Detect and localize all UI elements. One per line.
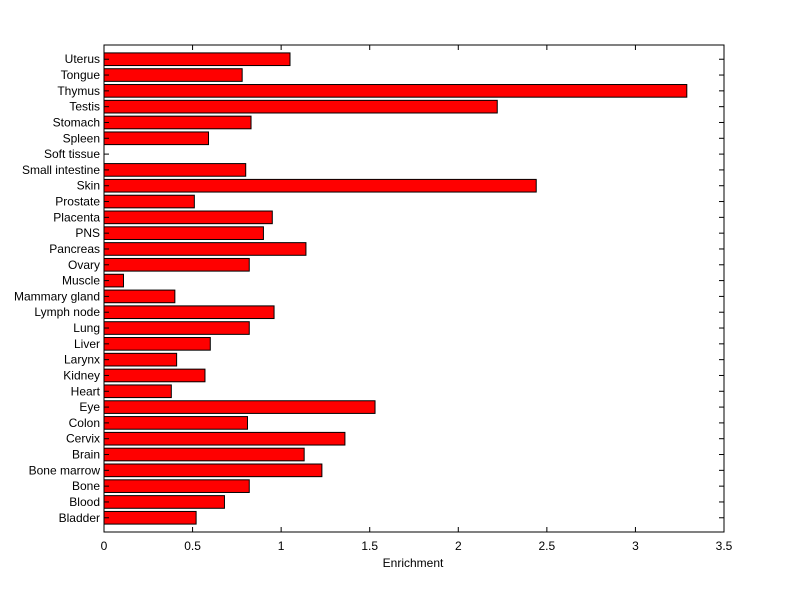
bar-liver	[103, 337, 211, 351]
y-tick-label: Colon	[69, 416, 100, 430]
y-tick-label: Testis	[69, 100, 100, 114]
x-axis-label: Enrichment	[383, 556, 444, 570]
bar-colon	[103, 416, 248, 430]
bar-prostate	[103, 194, 195, 209]
bar-pancreas	[103, 242, 307, 256]
bar-bone	[103, 479, 250, 493]
x-tick-label: 0	[101, 539, 108, 553]
x-tick-label: 1	[278, 539, 285, 553]
bar-tongue	[103, 68, 243, 82]
bar-stomach	[103, 115, 252, 130]
bar-heart	[103, 384, 172, 399]
y-tick-label: Skin	[77, 179, 100, 193]
bar-bone-marrow	[103, 463, 323, 478]
y-tick-label: Mammary gland	[14, 289, 100, 303]
y-tick-label: Ovary	[68, 258, 100, 272]
bar-pns	[103, 226, 264, 240]
y-tick-label: Cervix	[66, 432, 100, 446]
y-tick-label: Placenta	[53, 210, 100, 224]
y-tick-label: Heart	[71, 384, 101, 398]
y-tick-label: Stomach	[53, 115, 100, 129]
y-tick-label: Muscle	[62, 274, 100, 288]
y-tick-label: Bladder	[59, 511, 100, 525]
x-tick-label: 3	[632, 539, 639, 553]
bar-uterus	[103, 52, 291, 67]
bar-cervix	[103, 431, 346, 446]
x-axis: 0 0.5 1 1.5 2 2.5 3 3.5	[101, 45, 733, 553]
y-tick-label: PNS	[75, 226, 100, 240]
bar-blood	[103, 495, 225, 509]
bar-brain	[103, 447, 305, 462]
bar-ovary	[103, 257, 250, 272]
bar-placenta	[103, 210, 273, 225]
x-tick-label: 2.5	[539, 539, 556, 553]
x-tick-label: 0.5	[184, 539, 201, 553]
plot-area-frame	[103, 44, 725, 533]
bar-small-intestine	[103, 163, 247, 177]
y-tick-label: Bone	[72, 479, 100, 493]
bar-lung	[103, 321, 250, 335]
y-tick-label: Bone marrow	[29, 463, 101, 477]
y-tick-label: Lung	[73, 321, 100, 335]
y-tick-label: Pancreas	[49, 242, 100, 256]
bar-eye	[103, 400, 376, 414]
bars-group	[103, 52, 688, 525]
x-tick-label: 2	[455, 539, 462, 553]
bar-skin	[103, 178, 537, 193]
bar-spleen	[103, 131, 210, 146]
y-tick-label: Uterus	[65, 52, 100, 66]
y-tick-label: Kidney	[63, 368, 100, 382]
y-tick-label: Brain	[72, 448, 100, 462]
x-tick-label: 1.5	[361, 539, 378, 553]
bar-lymph-node	[103, 305, 275, 320]
bar-mammary-gland	[103, 289, 176, 304]
y-tick-label: Small intestine	[22, 163, 100, 177]
y-tick-label: Blood	[69, 495, 100, 509]
x-tick-label: 3.5	[716, 539, 733, 553]
bar-larynx	[103, 352, 178, 367]
y-tick-label: Liver	[74, 337, 100, 351]
y-tick-label: Tongue	[61, 68, 101, 82]
y-tick-label: Larynx	[64, 353, 100, 367]
bar-testis	[103, 99, 498, 114]
bar-kidney	[103, 368, 206, 383]
y-tick-label: Prostate	[55, 195, 100, 209]
y-tick-label: Spleen	[63, 131, 100, 145]
y-tick-label: Soft tissue	[44, 147, 100, 161]
bar-bladder	[103, 510, 197, 525]
y-tick-label: Lymph node	[34, 305, 100, 319]
y-tick-label: Thymus	[57, 84, 100, 98]
bar-thymus	[103, 84, 688, 98]
y-tick-label: Eye	[79, 400, 100, 414]
